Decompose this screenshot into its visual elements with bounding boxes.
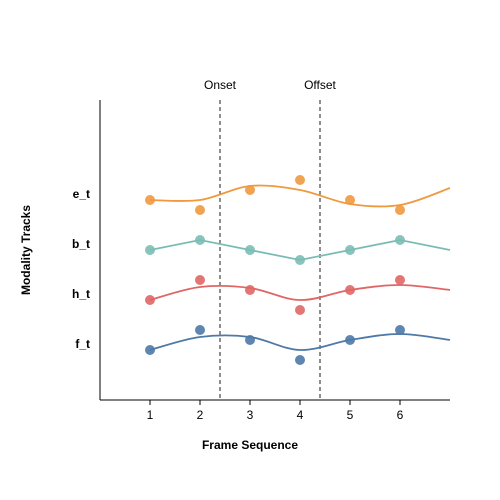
point — [145, 345, 155, 355]
x-tick-label: 1 — [147, 408, 154, 422]
point — [195, 205, 205, 215]
x-tick-label: 4 — [297, 408, 304, 422]
point — [395, 325, 405, 335]
point — [195, 325, 205, 335]
fit-line — [149, 184, 451, 208]
point — [195, 275, 205, 285]
point — [295, 305, 305, 315]
point — [345, 335, 355, 345]
y-tick-label: e_t — [73, 187, 90, 201]
point — [295, 355, 305, 365]
point — [245, 185, 255, 195]
point — [345, 245, 355, 255]
x-tick-label: 5 — [347, 408, 354, 422]
point — [295, 255, 305, 265]
point — [195, 235, 205, 245]
x-tick-label: 2 — [197, 408, 204, 422]
point — [395, 205, 405, 215]
point — [145, 195, 155, 205]
point — [345, 285, 355, 295]
fit-line — [149, 333, 451, 351]
y-tick-label: f_t — [75, 337, 90, 351]
y-tick-label: b_t — [72, 237, 90, 251]
event-label: Onset — [204, 78, 237, 92]
x-tick-label: 3 — [247, 408, 254, 422]
x-tick-label: 6 — [397, 408, 404, 422]
point — [295, 175, 305, 185]
y-tick-label: h_t — [72, 287, 90, 301]
event-label: Offset — [304, 78, 336, 92]
fit-line — [149, 284, 451, 301]
point — [145, 245, 155, 255]
point — [145, 295, 155, 305]
point — [245, 335, 255, 345]
x-axis-label: Frame Sequence — [202, 438, 298, 452]
y-axis-label: Modality Tracks — [19, 205, 33, 295]
point — [345, 195, 355, 205]
point — [245, 245, 255, 255]
point — [245, 285, 255, 295]
point — [395, 235, 405, 245]
point — [395, 275, 405, 285]
